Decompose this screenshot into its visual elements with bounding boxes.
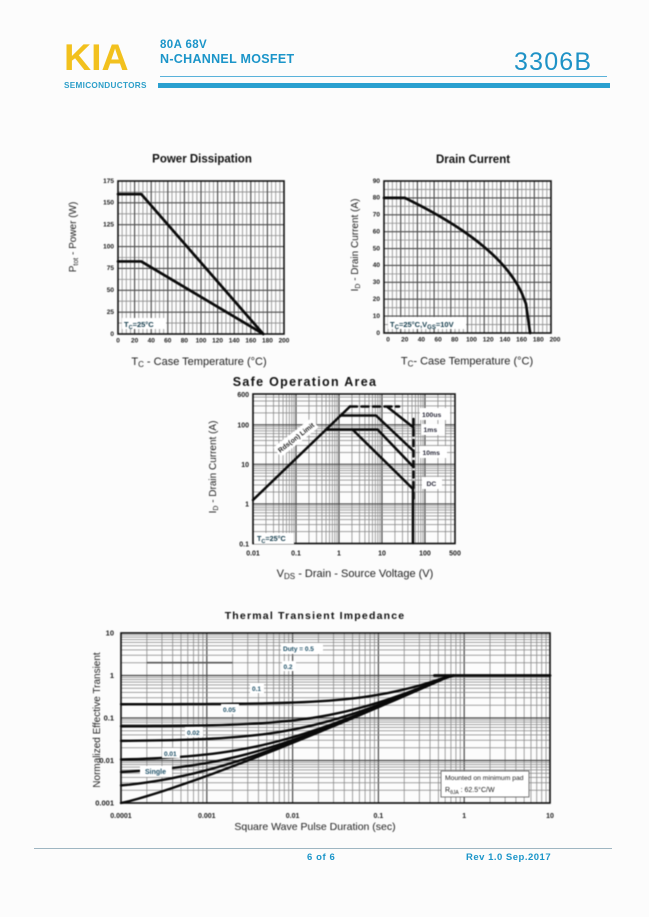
svg-text:160: 160	[516, 337, 527, 344]
svg-text:60: 60	[164, 338, 172, 345]
svg-text:100: 100	[419, 551, 431, 558]
svg-text:60: 60	[373, 228, 381, 235]
svg-text:140: 140	[229, 338, 240, 345]
svg-text:600: 600	[237, 392, 249, 399]
svg-text:1: 1	[462, 813, 466, 820]
svg-text:75: 75	[107, 265, 115, 272]
svg-text:40: 40	[418, 337, 426, 344]
svg-text:80: 80	[451, 337, 459, 344]
svg-text:Normalized Effective Transient: Normalized Effective Transient	[92, 652, 103, 788]
svg-text:Safe Operation Area: Safe Operation Area	[233, 375, 377, 389]
svg-text:80: 80	[181, 338, 189, 345]
svg-text:Square Wave Pulse Duration (se: Square Wave Pulse Duration (sec)	[234, 821, 395, 833]
svg-text:0.001: 0.001	[198, 813, 216, 820]
svg-text:1: 1	[245, 502, 249, 509]
svg-text:25: 25	[107, 309, 115, 316]
svg-text:10: 10	[241, 462, 249, 469]
svg-text:40: 40	[373, 262, 381, 269]
svg-text:TC- Case Temperature (°C): TC- Case Temperature (°C)	[401, 356, 533, 369]
svg-text:100: 100	[196, 338, 207, 345]
svg-text:0: 0	[376, 330, 380, 337]
svg-text:0: 0	[386, 337, 390, 344]
svg-text:120: 120	[483, 337, 494, 344]
svg-text:0.1: 0.1	[374, 813, 384, 820]
svg-text:30: 30	[373, 279, 381, 286]
svg-text:10: 10	[106, 629, 114, 638]
svg-text:10: 10	[373, 313, 381, 320]
svg-text:Drain Current: Drain Current	[436, 154, 510, 166]
svg-text:100us: 100us	[422, 412, 441, 419]
svg-text:Thermal Transient Impedance: Thermal Transient Impedance	[225, 610, 406, 622]
svg-text:40: 40	[148, 338, 156, 345]
svg-text:0.1: 0.1	[239, 541, 249, 548]
svg-text:50: 50	[107, 287, 115, 294]
svg-text:ID - Drain Current (A): ID - Drain Current (A)	[350, 199, 362, 292]
svg-text:180: 180	[262, 338, 273, 345]
svg-text:70: 70	[373, 212, 381, 219]
svg-text:20: 20	[373, 296, 381, 303]
svg-text:DC: DC	[427, 481, 437, 488]
svg-text:200: 200	[279, 338, 290, 345]
svg-text:0.2: 0.2	[284, 664, 293, 671]
svg-text:0.001: 0.001	[95, 799, 114, 808]
svg-text:160: 160	[245, 338, 256, 345]
svg-text:180: 180	[533, 337, 544, 344]
svg-text:120: 120	[212, 338, 223, 345]
svg-text:150: 150	[103, 200, 114, 207]
svg-text:140: 140	[499, 337, 510, 344]
svg-text:0.05: 0.05	[223, 707, 236, 714]
svg-text:TC=25°C: TC=25°C	[124, 320, 154, 331]
svg-text:100: 100	[103, 243, 114, 250]
svg-text:60: 60	[434, 337, 442, 344]
svg-text:RθJA : 62.5°C/W: RθJA : 62.5°C/W	[445, 786, 495, 796]
svg-text:Mounted on minimum pad: Mounted on minimum pad	[445, 775, 524, 782]
svg-text:TC=25°C: TC=25°C	[257, 534, 286, 545]
svg-text:Ptot - Power (W): Ptot - Power (W)	[68, 202, 80, 273]
svg-text:1ms: 1ms	[424, 427, 438, 434]
svg-text:50: 50	[373, 245, 381, 252]
svg-text:0.1: 0.1	[291, 551, 301, 558]
svg-text:175: 175	[103, 178, 114, 185]
svg-text:0.0001: 0.0001	[110, 813, 132, 820]
svg-text:20: 20	[131, 338, 139, 345]
svg-text:0.01: 0.01	[246, 551, 260, 558]
svg-text:0.02: 0.02	[187, 730, 200, 737]
svg-text:ID - Drain Current (A): ID - Drain Current (A)	[208, 421, 220, 514]
svg-text:20: 20	[401, 337, 409, 344]
svg-text:Power Dissipation: Power Dissipation	[152, 154, 252, 166]
svg-text:TC=25°C,VGS=10V: TC=25°C,VGS=10V	[390, 320, 454, 331]
svg-text:100: 100	[466, 337, 477, 344]
svg-text:1: 1	[337, 551, 341, 558]
svg-text:0.1: 0.1	[252, 686, 261, 693]
svg-text:0: 0	[116, 338, 120, 345]
svg-text:500: 500	[449, 551, 461, 558]
svg-text:0.01: 0.01	[99, 756, 114, 765]
svg-text:Single: Single	[145, 769, 166, 776]
svg-text:90: 90	[373, 178, 381, 185]
svg-text:VDS - Drain - Source Voltage (: VDS - Drain - Source Voltage (V)	[277, 568, 434, 581]
svg-text:10: 10	[378, 551, 386, 558]
svg-text:125: 125	[103, 222, 114, 229]
svg-text:100: 100	[237, 423, 249, 430]
svg-text:0.01: 0.01	[164, 751, 177, 758]
svg-text:Duty = 0.5: Duty = 0.5	[283, 646, 314, 653]
svg-text:0: 0	[110, 331, 114, 338]
svg-text:0.1: 0.1	[104, 714, 114, 723]
svg-text:200: 200	[550, 337, 561, 344]
svg-text:TC - Case Temperature (°C): TC - Case Temperature (°C)	[131, 356, 266, 369]
svg-text:10: 10	[546, 813, 554, 820]
svg-text:0.01: 0.01	[286, 813, 300, 820]
svg-text:10ms: 10ms	[423, 450, 441, 457]
svg-text:80: 80	[373, 195, 381, 202]
svg-text:1: 1	[110, 671, 114, 680]
